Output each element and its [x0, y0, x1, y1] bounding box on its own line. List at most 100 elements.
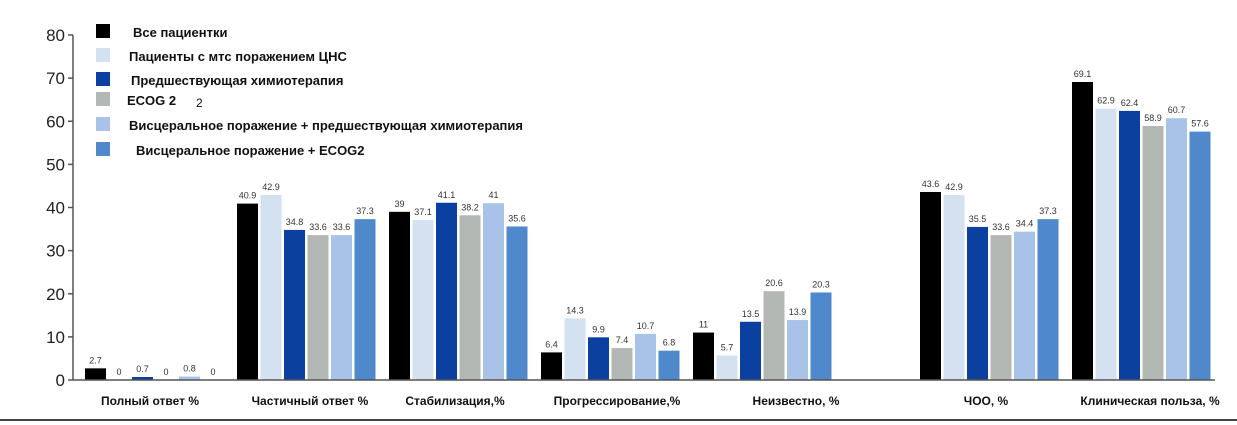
legend-swatch [96, 72, 110, 86]
data-label: 14.3 [566, 305, 584, 315]
x-axis: Полный ответ % Частичный ответ % Стабилиза… [73, 379, 1220, 408]
legend: Все пациентки Пациенты с мтс поражением Ц… [96, 24, 523, 158]
bar [1142, 125, 1164, 381]
legend-swatch [96, 142, 110, 156]
bar [564, 318, 586, 380]
x-category-label: Стабилизация,% [405, 394, 505, 408]
bar [436, 202, 457, 380]
x-category-label: Неизвестно, % [753, 394, 840, 408]
data-label: 41.1 [438, 190, 456, 200]
data-label: 37.1 [414, 207, 432, 217]
data-label: 5.7 [721, 342, 734, 352]
bar [1166, 118, 1187, 380]
bar-group: 43.6 42.9 35.5 33.6 34.4 37.3 [920, 179, 1059, 380]
annotation-note: 2 [196, 96, 203, 110]
data-label: 9.9 [592, 324, 605, 334]
legend-swatch [96, 24, 110, 38]
data-label: 20.6 [765, 278, 783, 288]
data-label: 37.3 [1039, 206, 1057, 216]
bar-group: 39 37.1 41.1 38.2 41 35.6 [389, 190, 528, 380]
bar-group: 69.1 62.9 62.4 58.9 60.7 57.6 [1072, 69, 1211, 381]
x-category-label: ЧОО, % [964, 394, 1009, 408]
bar [85, 368, 106, 380]
data-label: 6.4 [545, 339, 558, 349]
bar [658, 350, 680, 380]
data-label: 33.6 [309, 222, 327, 232]
data-label: 34.8 [286, 217, 304, 227]
data-label: 43.6 [922, 179, 940, 189]
data-label: 0 [210, 367, 215, 377]
data-label: 39 [394, 199, 404, 209]
bar [588, 337, 609, 380]
data-label: 34.4 [1016, 219, 1034, 229]
data-label: 6.8 [663, 338, 676, 348]
data-label: 37.3 [356, 206, 374, 216]
data-label: 0.8 [183, 364, 196, 374]
bar [763, 291, 785, 380]
bar [179, 376, 200, 380]
data-label: 20.3 [812, 279, 830, 289]
bar [920, 191, 941, 380]
y-tick-label: 70 [46, 69, 65, 88]
legend-label: Висцеральное поражение + предшествующая … [129, 118, 523, 133]
y-tick-label: 0 [56, 371, 65, 390]
data-label: 42.9 [262, 182, 280, 192]
bar [716, 355, 738, 380]
bar [693, 332, 714, 380]
data-label: 60.7 [1168, 105, 1186, 115]
y-tick-label: 60 [46, 112, 65, 131]
bar [389, 211, 410, 380]
bar [307, 235, 329, 380]
data-label: 35.6 [508, 213, 526, 223]
bar [1095, 108, 1117, 381]
data-label: 62.9 [1097, 96, 1115, 106]
legend-label: ECOG 2 [127, 93, 176, 108]
data-label: 0 [116, 367, 121, 377]
bar [132, 376, 153, 380]
legend-swatch [96, 48, 110, 62]
data-label: 7.4 [616, 335, 629, 345]
bar-group: 2.7 0 0.7 0 0.8 0 [85, 355, 216, 380]
data-label: 13.5 [742, 309, 760, 319]
bar [635, 333, 656, 380]
data-label: 33.6 [992, 222, 1010, 232]
bar [1037, 219, 1059, 380]
bar-group: 6.4 14.3 9.9 7.4 10.7 6.8 [541, 305, 680, 380]
bars-area: 2.7 0 0.7 0 0.8 0 40.9 42.9 34.8 33.6 33.6 37.3 39 37… [85, 69, 1211, 381]
y-tick-label: 40 [46, 199, 65, 218]
x-category-label: Клиническая польза, % [1080, 394, 1220, 408]
y-tick-label: 10 [46, 328, 65, 347]
bar [459, 215, 481, 380]
bar [1014, 231, 1035, 380]
bar [541, 352, 562, 380]
data-label: 69.1 [1074, 69, 1092, 79]
bar [967, 226, 988, 380]
x-category-label: Полный ответ % [101, 394, 199, 408]
bar [354, 219, 376, 380]
legend-swatch [96, 92, 110, 106]
bar [331, 235, 352, 380]
data-label: 2.7 [89, 355, 102, 365]
y-tick-label: 30 [46, 242, 65, 261]
x-category-label: Прогрессирование,% [554, 394, 681, 408]
bar-group: 11 5.7 13.5 20.6 13.9 20.3 [693, 278, 832, 380]
data-label: 13.9 [789, 307, 807, 317]
bar [506, 226, 528, 380]
bar-group: 40.9 42.9 34.8 33.6 33.6 37.3 [237, 182, 376, 380]
legend-label: Пациенты с мтс поражением ЦНС [129, 49, 347, 64]
y-tick-label: 80 [46, 26, 65, 45]
legend-label: Предшествующая химиотерапия [131, 73, 343, 88]
data-label: 40.9 [239, 191, 257, 201]
bar [943, 194, 965, 380]
x-category-label: Частичный ответ % [252, 394, 369, 408]
legend-label: Висцеральное поражение + ECOG2 [136, 143, 365, 158]
bar [990, 235, 1012, 380]
bar [1189, 131, 1211, 380]
data-label: 0.7 [136, 364, 149, 374]
data-label: 41 [488, 190, 498, 200]
data-label: 38.2 [461, 202, 479, 212]
bar [810, 292, 832, 380]
y-tick-label: 20 [46, 285, 65, 304]
data-label: 35.5 [969, 214, 987, 224]
